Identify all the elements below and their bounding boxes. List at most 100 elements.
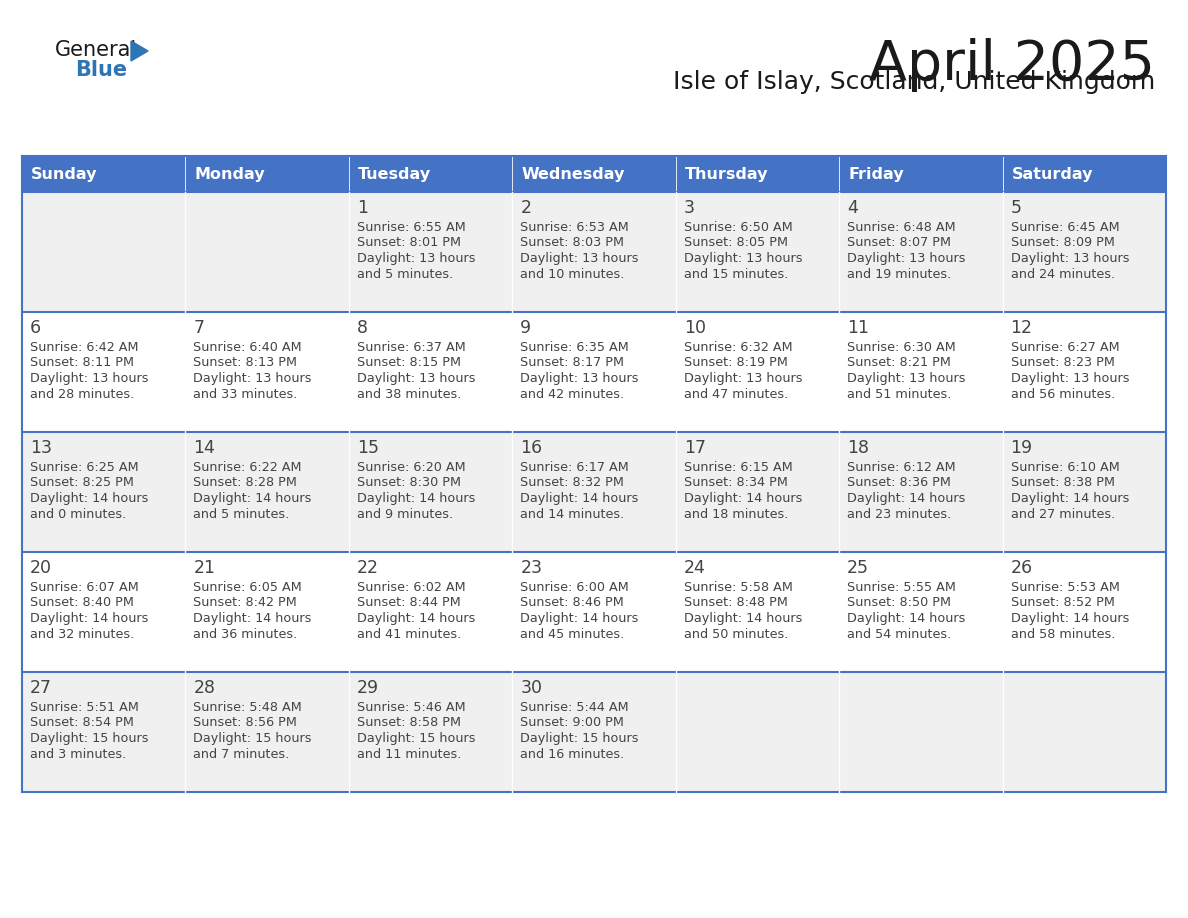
Bar [1003,672,1165,792]
Text: and 15 minutes.: and 15 minutes. [684,267,788,281]
Text: Sunrise: 6:42 AM: Sunrise: 6:42 AM [30,341,139,354]
Text: Sunset: 8:03 PM: Sunset: 8:03 PM [520,237,624,250]
Text: Daylight: 13 hours: Daylight: 13 hours [356,372,475,385]
Text: Sunset: 8:19 PM: Sunset: 8:19 PM [684,356,788,370]
Text: Sunset: 8:56 PM: Sunset: 8:56 PM [194,717,297,730]
Text: Sunrise: 6:17 AM: Sunrise: 6:17 AM [520,461,628,474]
Text: and 38 minutes.: and 38 minutes. [356,387,461,400]
Text: 25: 25 [847,559,870,577]
Text: Daylight: 13 hours: Daylight: 13 hours [684,252,802,265]
Text: 22: 22 [356,559,379,577]
Text: 18: 18 [847,439,870,457]
Text: 24: 24 [684,559,706,577]
Text: 27: 27 [30,679,52,697]
Text: and 5 minutes.: and 5 minutes. [194,508,290,521]
Text: Sunrise: 6:10 AM: Sunrise: 6:10 AM [1011,461,1119,474]
Text: Daylight: 14 hours: Daylight: 14 hours [1011,492,1129,505]
Bar [23,672,185,792]
Text: 2: 2 [520,199,531,217]
Text: Sunrise: 6:53 AM: Sunrise: 6:53 AM [520,221,628,234]
Text: Daylight: 14 hours: Daylight: 14 hours [520,612,639,625]
Text: Sunrise: 6:37 AM: Sunrise: 6:37 AM [356,341,466,354]
Text: Sunset: 8:09 PM: Sunset: 8:09 PM [1011,237,1114,250]
Text: Daylight: 14 hours: Daylight: 14 hours [356,492,475,505]
Text: Sunrise: 6:27 AM: Sunrise: 6:27 AM [1011,341,1119,354]
Text: Sunrise: 6:48 AM: Sunrise: 6:48 AM [847,221,956,234]
Text: Daylight: 13 hours: Daylight: 13 hours [1011,252,1129,265]
Bar [676,552,839,672]
Text: Sunset: 8:07 PM: Sunset: 8:07 PM [847,237,952,250]
Text: Daylight: 15 hours: Daylight: 15 hours [520,732,639,745]
Text: Sunset: 8:58 PM: Sunset: 8:58 PM [356,717,461,730]
Bar [512,552,676,672]
Text: Sunset: 8:21 PM: Sunset: 8:21 PM [847,356,952,370]
Text: 30: 30 [520,679,542,697]
Text: Daylight: 13 hours: Daylight: 13 hours [520,372,639,385]
Text: Daylight: 14 hours: Daylight: 14 hours [356,612,475,625]
Text: Sunrise: 5:46 AM: Sunrise: 5:46 AM [356,701,466,714]
Text: Daylight: 13 hours: Daylight: 13 hours [520,252,639,265]
Text: Sunrise: 5:44 AM: Sunrise: 5:44 AM [520,701,628,714]
Text: Sunrise: 6:02 AM: Sunrise: 6:02 AM [356,581,466,594]
Text: 8: 8 [356,319,368,337]
Bar [1003,552,1165,672]
Text: Sunrise: 6:25 AM: Sunrise: 6:25 AM [30,461,139,474]
Text: Sunrise: 5:48 AM: Sunrise: 5:48 AM [194,701,302,714]
Text: Sunset: 8:40 PM: Sunset: 8:40 PM [30,597,134,610]
Text: 16: 16 [520,439,543,457]
Bar [185,432,349,552]
Text: Daylight: 14 hours: Daylight: 14 hours [684,612,802,625]
Text: Daylight: 14 hours: Daylight: 14 hours [194,612,311,625]
Text: 21: 21 [194,559,215,577]
Bar [676,672,839,792]
Bar [23,552,185,672]
Text: Sunset: 8:01 PM: Sunset: 8:01 PM [356,237,461,250]
Text: 9: 9 [520,319,531,337]
Text: Daylight: 13 hours: Daylight: 13 hours [30,372,148,385]
Text: and 32 minutes.: and 32 minutes. [30,628,134,641]
Text: Daylight: 14 hours: Daylight: 14 hours [1011,612,1129,625]
Text: and 33 minutes.: and 33 minutes. [194,387,298,400]
Text: Daylight: 13 hours: Daylight: 13 hours [847,252,966,265]
Text: and 36 minutes.: and 36 minutes. [194,628,298,641]
Bar [676,312,839,432]
Text: 19: 19 [1011,439,1032,457]
Bar [676,432,839,552]
Text: Thursday: Thursday [684,166,769,182]
Text: Sunrise: 5:53 AM: Sunrise: 5:53 AM [1011,581,1119,594]
Text: 1: 1 [356,199,368,217]
Text: and 54 minutes.: and 54 minutes. [847,628,952,641]
Text: and 58 minutes.: and 58 minutes. [1011,628,1116,641]
Text: Daylight: 13 hours: Daylight: 13 hours [684,372,802,385]
Text: Sunrise: 6:55 AM: Sunrise: 6:55 AM [356,221,466,234]
Text: Wednesday: Wednesday [522,166,625,182]
Bar [185,672,349,792]
Text: Sunset: 8:52 PM: Sunset: 8:52 PM [1011,597,1114,610]
Text: April 2025: April 2025 [868,38,1155,92]
Text: Sunset: 8:34 PM: Sunset: 8:34 PM [684,476,788,489]
Text: Isle of Islay, Scotland, United Kingdom: Isle of Islay, Scotland, United Kingdom [672,70,1155,94]
Bar [512,432,676,552]
Bar [185,192,349,312]
Text: and 9 minutes.: and 9 minutes. [356,508,453,521]
Text: Sunset: 8:17 PM: Sunset: 8:17 PM [520,356,624,370]
Text: Sunrise: 6:15 AM: Sunrise: 6:15 AM [684,461,792,474]
Text: Tuesday: Tuesday [358,166,431,182]
Bar [839,312,1003,432]
Text: Daylight: 13 hours: Daylight: 13 hours [1011,372,1129,385]
Bar [839,432,1003,552]
Bar [676,192,839,312]
Text: and 18 minutes.: and 18 minutes. [684,508,788,521]
Bar [839,156,1003,192]
Text: and 41 minutes.: and 41 minutes. [356,628,461,641]
Text: 3: 3 [684,199,695,217]
Text: Sunset: 8:44 PM: Sunset: 8:44 PM [356,597,461,610]
Bar [1003,156,1165,192]
Text: and 11 minutes.: and 11 minutes. [356,747,461,760]
Text: Daylight: 14 hours: Daylight: 14 hours [30,612,148,625]
Text: Sunset: 8:15 PM: Sunset: 8:15 PM [356,356,461,370]
Text: and 28 minutes.: and 28 minutes. [30,387,134,400]
Text: 28: 28 [194,679,215,697]
Bar [349,552,512,672]
Text: Sunrise: 6:22 AM: Sunrise: 6:22 AM [194,461,302,474]
